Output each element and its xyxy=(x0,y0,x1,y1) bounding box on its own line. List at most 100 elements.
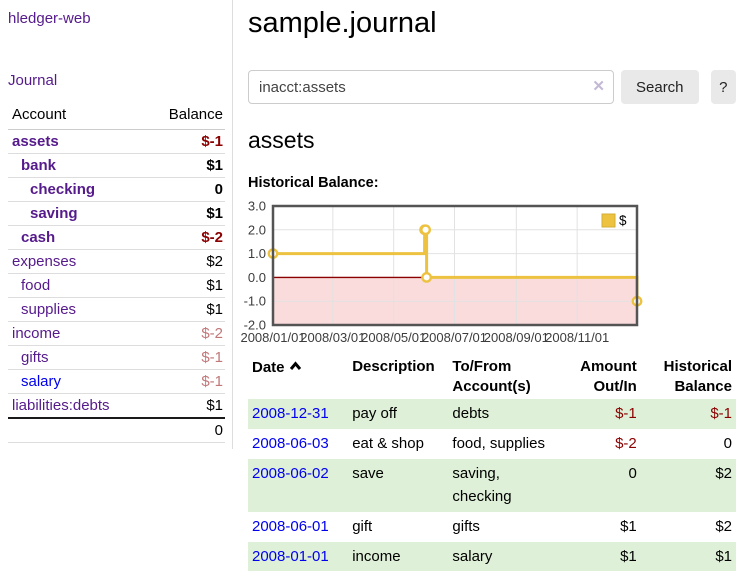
svg-text:0.0: 0.0 xyxy=(248,270,266,285)
register-cell-accounts: debts xyxy=(452,405,490,423)
account-balance: $-1 xyxy=(144,345,225,370)
account-row: salary $-1 xyxy=(8,369,225,394)
search-help-button[interactable]: ? xyxy=(710,70,736,105)
search-box: ✕ xyxy=(248,70,614,105)
register-cell-balance: $2 xyxy=(715,518,732,536)
account-balance: $1 xyxy=(144,153,225,178)
account-row: gifts $-1 xyxy=(8,345,225,370)
sort-ascending-icon xyxy=(289,357,302,377)
register-row: 2008-12-31 pay off debts $-1 $-1 xyxy=(248,399,736,430)
historical-balance-chart: 3.0 2.0 1.0 0.0 -1.0 -2.0 2008/01/01 2008/03/01… xyxy=(240,199,736,350)
account-row: assets $-1 xyxy=(8,129,225,154)
clear-search-icon[interactable]: ✕ xyxy=(592,78,605,96)
register-header-date[interactable]: Date xyxy=(248,354,348,399)
account-row: liabilities:debts $1 xyxy=(8,394,225,419)
register-row: 2008-06-01 gift gifts $1 $2 xyxy=(248,512,736,542)
account-row: food $1 xyxy=(8,273,225,298)
svg-text:$: $ xyxy=(619,213,627,228)
register-header-balance: Historical Balance xyxy=(663,358,732,395)
chart-title: Historical Balance: xyxy=(248,175,379,192)
register-cell-accounts: saving, checking xyxy=(452,464,512,506)
account-balance: $-1 xyxy=(144,129,225,154)
svg-text:2008/01/01: 2008/01/01 xyxy=(240,330,305,345)
account-balance: 0 xyxy=(144,177,225,202)
account-heading: assets xyxy=(248,127,315,154)
transaction-date-link[interactable]: 2008-06-03 xyxy=(252,435,329,453)
account-balance: $-2 xyxy=(144,225,225,250)
account-link[interactable]: bank xyxy=(21,157,57,174)
svg-text:2.0: 2.0 xyxy=(248,223,266,238)
account-row: checking 0 xyxy=(8,177,225,202)
register-header-amount: Amount Out/In xyxy=(580,358,637,395)
transaction-date-link[interactable]: 2008-12-31 xyxy=(252,405,329,423)
app-title-link[interactable]: hledger-web xyxy=(8,10,91,27)
account-link[interactable]: salary xyxy=(21,373,62,390)
account-link[interactable]: food xyxy=(21,277,51,294)
account-balance: $1 xyxy=(144,201,225,226)
account-row: saving $1 xyxy=(8,201,225,226)
svg-text:2008/09/01: 2008/09/01 xyxy=(484,330,549,345)
svg-text:-2.0: -2.0 xyxy=(244,318,266,333)
sidebar-item-journal[interactable]: Journal xyxy=(8,72,58,89)
accounts-total-spacer xyxy=(8,417,145,443)
transaction-date-link[interactable]: 2008-06-01 xyxy=(252,518,329,536)
search-button[interactable]: Search xyxy=(621,70,699,105)
register-cell-amount: $-1 xyxy=(615,405,637,423)
svg-text:2008/03/01: 2008/03/01 xyxy=(300,330,365,345)
register-cell-balance: $-1 xyxy=(710,405,732,423)
register-cell-date: 2008-06-01 xyxy=(248,512,348,542)
register-cell-balance: 0 xyxy=(723,435,732,453)
register-table: Date Description To/From Account(s) Amou… xyxy=(248,354,736,572)
register-row: 2008-06-02 save saving, checking 0 $2 xyxy=(248,458,736,513)
register-cell-date: 2008-06-03 xyxy=(248,429,348,459)
svg-text:1.0: 1.0 xyxy=(248,246,266,261)
account-balance: $1 xyxy=(206,397,223,414)
register-header-accounts: To/From Account(s) xyxy=(452,358,531,395)
account-balance: $1 xyxy=(144,297,225,322)
account-link[interactable]: assets xyxy=(12,133,59,150)
register-cell-date: 2008-01-01 xyxy=(248,542,348,572)
account-link[interactable]: income xyxy=(12,325,61,342)
svg-text:-1.0: -1.0 xyxy=(244,294,266,309)
account-row: income $-2 xyxy=(8,321,225,346)
svg-text:2008/05/01: 2008/05/01 xyxy=(361,330,426,345)
account-link[interactable]: gifts xyxy=(21,349,49,366)
account-link[interactable]: liabilities:debts xyxy=(12,397,110,414)
account-balance: $-1 xyxy=(144,369,225,394)
account-row: expenses $2 xyxy=(8,249,225,274)
register-cell-accounts: gifts xyxy=(452,518,480,536)
svg-text:2008/07/01: 2008/07/01 xyxy=(422,330,487,345)
register-cell-amount: 0 xyxy=(628,464,637,482)
accounts-header-balance: Balance xyxy=(144,102,225,130)
main-content: sample.journal ✕ Search ? assets Histori… xyxy=(240,0,736,572)
register-header-description: Description xyxy=(352,358,435,376)
register-row: 2008-06-03 eat & shop food, supplies $-2 0 xyxy=(248,429,736,459)
register-cell-amount: $1 xyxy=(620,547,637,565)
search-input[interactable] xyxy=(248,70,614,105)
account-balance: $-2 xyxy=(144,321,225,346)
register-row: 2008-01-01 income salary $1 $1 xyxy=(248,541,736,572)
register-cell-description: pay off xyxy=(352,405,397,423)
account-row: cash $-2 xyxy=(8,225,225,250)
transaction-date-link[interactable]: 2008-01-01 xyxy=(252,547,329,565)
sidebar: hledger-web Journal Account Balance asse… xyxy=(0,0,233,449)
account-row: bank $1 xyxy=(8,153,225,178)
search-bar: ✕ Search ? xyxy=(248,70,736,105)
account-link[interactable]: supplies xyxy=(21,301,77,318)
transaction-date-link[interactable]: 2008-06-02 xyxy=(252,464,329,482)
accounts-balance-table: Account Balance assets $-1 bank $1 checking 0… xyxy=(8,102,225,443)
account-link[interactable]: checking xyxy=(30,181,96,198)
register-cell-accounts: salary xyxy=(452,547,493,565)
register-cell-accounts: food, supplies xyxy=(452,435,545,453)
register-cell-date: 2008-06-02 xyxy=(248,459,348,512)
register-cell-balance: $2 xyxy=(715,464,732,482)
account-balance: $1 xyxy=(144,273,225,298)
accounts-total-balance: 0 xyxy=(144,417,225,443)
account-link[interactable]: expenses xyxy=(12,253,77,270)
svg-text:3.0: 3.0 xyxy=(248,199,266,214)
accounts-header-account: Account xyxy=(8,102,145,130)
register-cell-amount: $-2 xyxy=(615,435,637,453)
account-link[interactable]: saving xyxy=(30,205,78,222)
account-link[interactable]: cash xyxy=(21,229,56,246)
register-cell-description: gift xyxy=(352,518,373,536)
